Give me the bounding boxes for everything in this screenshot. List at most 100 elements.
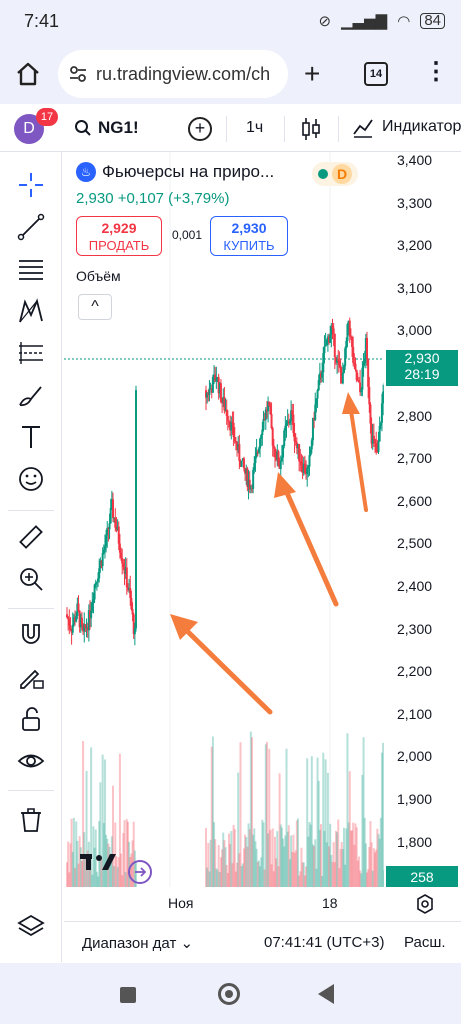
date-range-button[interactable]: Диапазон дат ⌄ (82, 934, 193, 952)
volume-bar (246, 846, 249, 887)
candle-body (341, 372, 344, 384)
volume-bar (292, 834, 295, 887)
volume-bar (360, 873, 363, 887)
spread-value: 0,001 (172, 228, 203, 242)
extended-hours-button[interactable]: Расш. (404, 934, 446, 951)
brush-tool[interactable] (14, 378, 48, 412)
volume-bar (224, 847, 227, 887)
volume-bar (108, 846, 111, 887)
volume-bar (357, 856, 360, 887)
volume-bar (239, 742, 242, 887)
candle-body (210, 388, 213, 393)
price-tick-label: 3,300 (397, 194, 433, 211)
fib-tool[interactable] (14, 252, 48, 286)
candle-body (67, 617, 70, 620)
recents-button[interactable] (120, 987, 136, 1003)
volume-bar (293, 852, 296, 887)
gear-icon[interactable] (414, 893, 436, 915)
candle-body (107, 527, 110, 530)
volume-bar (121, 875, 124, 887)
candle-body (347, 320, 350, 325)
volume-bar (118, 753, 121, 887)
volume-bar (91, 874, 94, 887)
volume-bar (207, 842, 210, 887)
candle-body (380, 403, 383, 423)
home-button[interactable] (218, 983, 240, 1005)
market-status-badge[interactable]: D (312, 162, 358, 186)
sell-button[interactable]: 2,929 ПРОДАТЬ (76, 216, 162, 256)
indicators-button[interactable]: Индикатор (352, 116, 461, 138)
candle-body (356, 380, 359, 382)
back-button[interactable] (318, 984, 334, 1004)
candle-body (74, 617, 77, 622)
candle-body (93, 584, 96, 600)
candle-body (131, 609, 134, 615)
pattern-tool[interactable] (14, 294, 48, 328)
forecast-tool[interactable] (14, 336, 48, 370)
collapse-legend-button[interactable]: ^ (78, 294, 112, 320)
volume-bar (290, 835, 293, 887)
price-tick-label: 2,300 (397, 620, 433, 637)
candle-body (117, 526, 120, 544)
candle-body (217, 377, 220, 394)
hide-tool[interactable] (14, 744, 48, 778)
candles-icon[interactable] (300, 116, 322, 142)
candle-body (276, 451, 279, 460)
tradingview-logo[interactable] (80, 852, 116, 872)
interval-button[interactable]: 1ч (246, 119, 264, 136)
candle-body (349, 336, 352, 338)
candle-body (300, 461, 303, 466)
new-tab-button[interactable]: + (304, 58, 321, 89)
time-axis[interactable]: Ноя 18 (64, 887, 461, 921)
candle-body (344, 348, 347, 367)
candle-body (371, 435, 374, 444)
trend-line-tool[interactable] (14, 210, 48, 244)
price-chart[interactable] (64, 152, 384, 887)
lock-tool[interactable] (14, 702, 48, 736)
candle-body (211, 376, 214, 393)
volume-bar (222, 832, 225, 887)
price-axis[interactable]: 3,4003,3003,2003,1003,0002,9002,8002,700… (384, 152, 461, 888)
browser-menu-button[interactable]: ⋮ (424, 58, 448, 85)
volume-bar (238, 853, 241, 887)
text-tool[interactable] (14, 420, 48, 454)
candle-body (263, 418, 266, 420)
chart-pane[interactable] (64, 152, 384, 887)
candle-body (130, 597, 133, 610)
candle-body (90, 610, 93, 619)
site-settings-icon[interactable] (68, 64, 88, 84)
volume-bar (253, 828, 256, 887)
home-icon[interactable] (14, 60, 42, 88)
buy-button[interactable]: 2,930 КУПИТЬ (210, 216, 288, 256)
candle-body (213, 374, 216, 377)
volume-bar (226, 872, 229, 887)
replay-button[interactable] (128, 860, 152, 884)
brush-icon (19, 386, 42, 407)
trash-icon (21, 808, 41, 832)
delete-tool[interactable] (14, 802, 48, 836)
object-tree-icon[interactable] (16, 912, 46, 942)
notification-badge: 17 (36, 108, 58, 126)
candle-body (91, 602, 94, 611)
candle-body (132, 614, 135, 635)
ruler-tool[interactable] (14, 520, 48, 554)
zoom-tool[interactable] (14, 562, 48, 596)
compare-add-button[interactable]: + (188, 117, 212, 141)
crosshair-tool[interactable] (14, 168, 48, 202)
symbol-search-button[interactable]: NG1! (74, 118, 139, 138)
volume-bar (311, 844, 314, 887)
lock-drawings-tool[interactable] (14, 660, 48, 694)
volume-bar (228, 833, 230, 887)
volume-legend[interactable]: Объём (76, 268, 121, 284)
magnet-tool[interactable] (14, 618, 48, 652)
candle-body (108, 523, 111, 530)
timezone-button[interactable]: 07:41:41 (UTC+3) (264, 934, 385, 951)
volume-bar (76, 840, 79, 887)
candle-body (332, 328, 335, 334)
volume-bar (69, 843, 72, 887)
address-bar[interactable]: ru.tradingview.com/ch (58, 50, 288, 98)
symbol-title-row[interactable]: ♨ Фьючерсы на приро... (76, 162, 376, 182)
status-time: 7:41 (24, 11, 60, 31)
tab-switcher-button[interactable]: 14 (364, 62, 388, 86)
emoji-tool[interactable] (14, 462, 48, 496)
